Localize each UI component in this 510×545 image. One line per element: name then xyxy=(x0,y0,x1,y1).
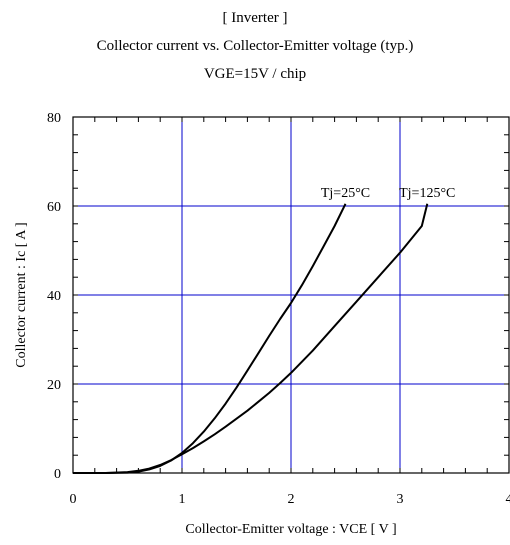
plot-frame xyxy=(72,116,510,474)
y-tick-label: 0 xyxy=(54,467,61,482)
x-tick-label: 4 xyxy=(506,492,510,507)
chart-title: [ Inverter ] xyxy=(222,10,288,26)
x-tick-label: 3 xyxy=(397,492,404,507)
series-label-1: Tj=125°C xyxy=(399,186,455,201)
x-tick-label: 0 xyxy=(70,492,77,507)
x-axis-title: Collector-Emitter voltage : VCE [ V ] xyxy=(185,522,396,537)
y-tick-label: 80 xyxy=(47,111,61,126)
grid xyxy=(73,117,509,473)
y-tick-label: 20 xyxy=(47,378,61,393)
x-tick-label: 1 xyxy=(179,492,186,507)
series-line-1 xyxy=(73,203,429,474)
series-layer xyxy=(73,203,429,474)
chart-condition: VGE=15V / chip xyxy=(203,66,307,82)
series-labels: Tj=25°C Tj=125°C xyxy=(321,186,456,201)
chart-subtitle: Collector current vs. Collector-Emitter … xyxy=(96,38,414,54)
series-label-0: Tj=25°C xyxy=(321,186,370,201)
x-tick-label: 2 xyxy=(288,492,295,507)
y-axis-title: Collector current : Ic [ A ] xyxy=(14,222,29,367)
y-tick-label: 40 xyxy=(47,289,61,304)
minor-ticks xyxy=(72,116,510,474)
y-tick-label: 60 xyxy=(47,200,61,215)
